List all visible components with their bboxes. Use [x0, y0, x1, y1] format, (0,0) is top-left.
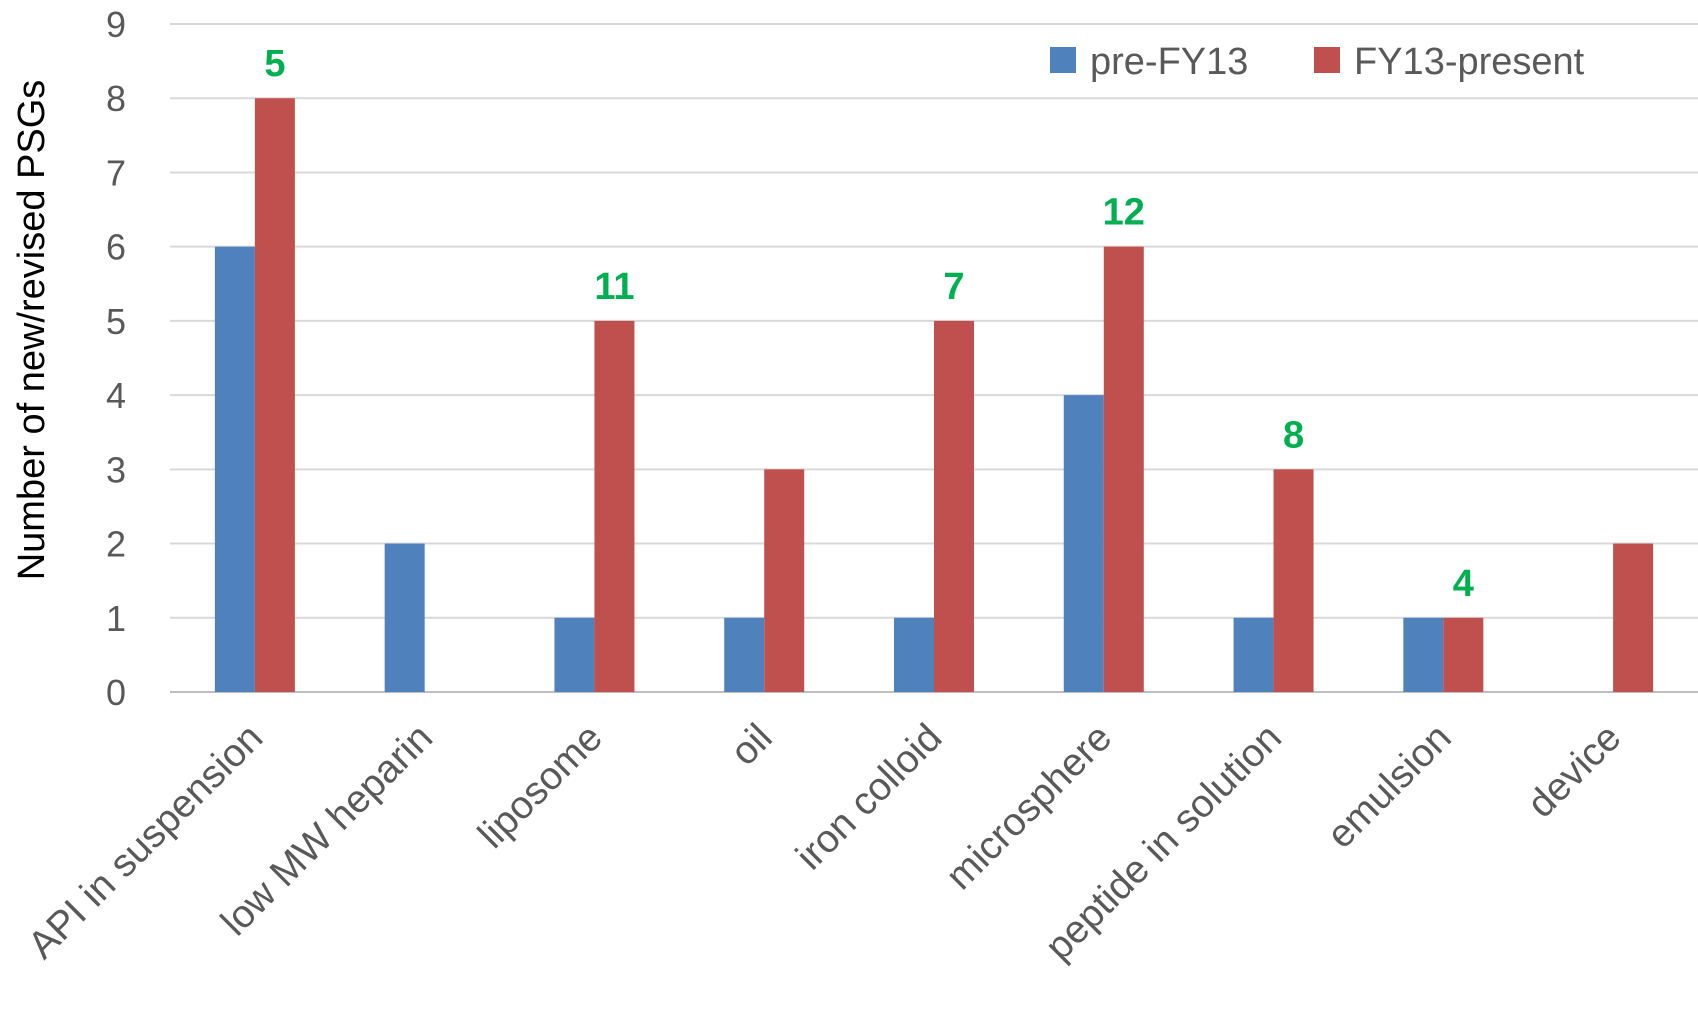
bar-pre-fy13 — [1403, 617, 1444, 692]
bar-annotation: 8 — [1283, 414, 1304, 456]
bar-fy13-present — [1443, 617, 1484, 692]
bar-fy13-present — [764, 469, 805, 692]
y-tick-label: 2 — [106, 524, 126, 565]
bar-fy13-present — [1613, 543, 1654, 692]
y-axis-label: Number of new/revised PSGs — [11, 80, 53, 581]
bar-annotation: 11 — [594, 266, 634, 308]
bar-fy13-present — [1103, 246, 1144, 692]
y-tick-label: 8 — [106, 78, 126, 119]
bar-pre-fy13 — [384, 543, 425, 692]
bar-fy13-present — [1273, 469, 1314, 692]
y-tick-label: 9 — [106, 4, 126, 45]
bar-annotation: 7 — [943, 266, 964, 308]
bar-annotations: 5 11 7 12 8 4 — [264, 43, 1474, 605]
x-category-label: iron colloid — [788, 716, 950, 878]
legend-label: FY13-present — [1354, 41, 1585, 83]
bar-annotation: 5 — [264, 43, 285, 85]
x-category-label: emulsion — [1319, 716, 1460, 857]
bar-annotation: 4 — [1453, 563, 1474, 605]
bar-pre-fy13 — [1063, 395, 1104, 692]
y-tick-label: 0 — [106, 672, 126, 713]
legend-swatch — [1050, 47, 1076, 73]
bar-fy13-present — [594, 320, 635, 692]
legend-swatch — [1314, 47, 1340, 73]
x-category-label: liposome — [470, 716, 611, 857]
legend: pre-FY13 FY13-present — [1050, 41, 1585, 83]
bars — [214, 98, 1654, 692]
y-tick-label: 1 — [106, 598, 126, 639]
legend-label: pre-FY13 — [1090, 41, 1248, 83]
bar-fy13-present — [254, 98, 295, 692]
bar-pre-fy13 — [214, 246, 255, 692]
y-tick-label: 7 — [106, 152, 126, 193]
y-tick-label: 3 — [106, 449, 126, 490]
bar-pre-fy13 — [724, 617, 765, 692]
bar-pre-fy13 — [894, 617, 934, 692]
bar-pre-fy13 — [554, 617, 595, 692]
x-category-label: oil — [723, 716, 781, 774]
y-axis-ticks: 0 1 2 3 4 5 6 7 8 9 — [106, 4, 126, 713]
bar-pre-fy13 — [1233, 617, 1274, 692]
y-tick-label: 6 — [106, 227, 126, 268]
y-tick-label: 4 — [106, 375, 126, 416]
x-category-label: device — [1519, 716, 1629, 826]
y-tick-label: 5 — [106, 301, 126, 342]
x-category-label: microsphere — [938, 716, 1120, 898]
bar-annotation: 12 — [1103, 192, 1145, 234]
bar-fy13-present — [934, 320, 974, 692]
